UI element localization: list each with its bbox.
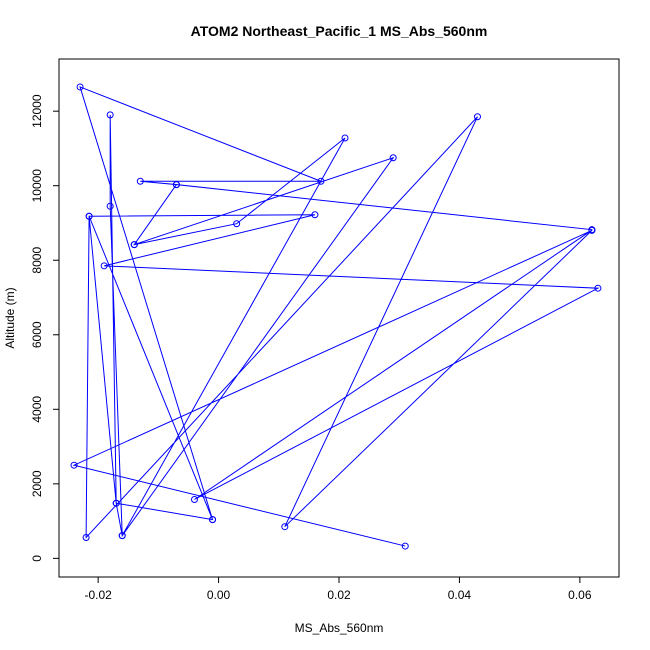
data-point bbox=[70, 461, 78, 469]
y-axis: 0 2000 4000 6000 8000 10000 12000 bbox=[30, 94, 59, 562]
x-tick-label: -0.02 bbox=[84, 588, 112, 602]
y-tick-label: 10000 bbox=[30, 169, 44, 203]
series-line bbox=[72, 86, 600, 547]
y-tick-label: 2000 bbox=[30, 470, 44, 497]
y-axis-label: Altitude (m) bbox=[3, 287, 17, 348]
series bbox=[70, 83, 602, 550]
data-point bbox=[311, 211, 319, 219]
data-point bbox=[136, 177, 144, 185]
data-point bbox=[82, 534, 90, 541]
data-point bbox=[209, 516, 217, 524]
chart-title: ATOM2 Northeast_Pacific_1 MS_Abs_560nm bbox=[191, 23, 488, 39]
data-point bbox=[112, 499, 120, 507]
data-point bbox=[401, 542, 409, 550]
data-point bbox=[76, 83, 84, 91]
y-tick-label: 12000 bbox=[30, 94, 44, 128]
data-point bbox=[317, 177, 325, 185]
x-axis: -0.02 0.00 0.02 0.04 0.06 bbox=[84, 577, 592, 602]
x-axis-label: MS_Abs_560nm bbox=[295, 621, 384, 635]
data-point bbox=[389, 154, 397, 162]
data-point bbox=[588, 226, 596, 234]
data-point bbox=[281, 523, 289, 531]
data-point bbox=[341, 134, 349, 142]
data-point bbox=[106, 202, 114, 210]
x-tick-label: 0.06 bbox=[568, 588, 592, 602]
data-point bbox=[106, 111, 114, 119]
data-point bbox=[118, 532, 126, 540]
data-point bbox=[130, 241, 138, 249]
data-point bbox=[473, 113, 481, 121]
data-point bbox=[100, 262, 108, 270]
y-tick-label: 0 bbox=[30, 555, 44, 562]
y-tick-label: 4000 bbox=[30, 396, 44, 423]
data-point bbox=[190, 495, 198, 503]
x-tick-label: 0.04 bbox=[448, 588, 472, 602]
data-point bbox=[233, 220, 241, 228]
x-tick-label: 0.00 bbox=[207, 588, 231, 602]
x-tick-label: 0.02 bbox=[327, 588, 351, 602]
y-tick-label: 8000 bbox=[30, 247, 44, 274]
y-tick-label: 6000 bbox=[30, 321, 44, 348]
data-point bbox=[172, 181, 180, 189]
data-point bbox=[85, 212, 93, 220]
data-point bbox=[594, 284, 602, 292]
